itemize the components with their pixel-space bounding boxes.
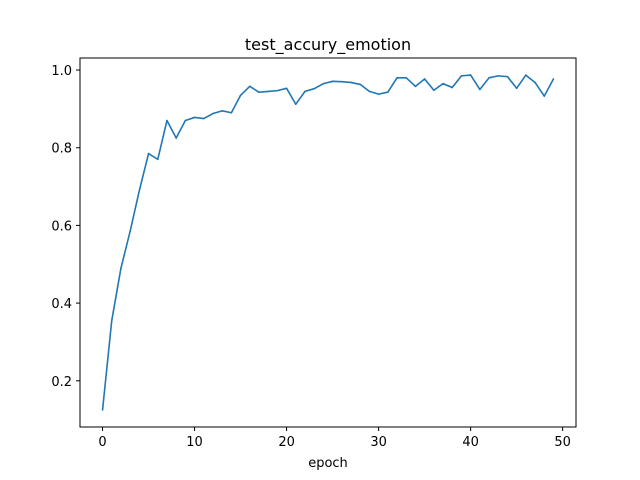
y-tick-label: 1.0	[51, 64, 72, 79]
y-tick-label: 0.4	[51, 297, 72, 312]
data-point	[469, 74, 472, 76]
data-point	[506, 75, 509, 78]
data-point	[359, 83, 362, 86]
x-tick-label: 40	[462, 435, 479, 450]
data-point	[193, 116, 196, 119]
data-point	[497, 75, 500, 77]
data-point	[451, 86, 454, 89]
y-tick-label: 0.2	[51, 375, 72, 390]
chart-title: test_accury_emotion	[245, 35, 411, 55]
series-line	[101, 74, 555, 410]
x-tick-label: 20	[278, 435, 295, 450]
data-point	[120, 267, 122, 269]
data-point	[543, 95, 546, 97]
data-point	[294, 103, 297, 106]
data-point	[304, 90, 306, 93]
data-point	[552, 78, 555, 80]
data-point	[479, 88, 481, 91]
data-point	[423, 78, 426, 80]
x-axis-label: epoch	[308, 456, 348, 471]
y-tick-label: 0.8	[51, 142, 72, 157]
x-tick-label: 30	[370, 435, 387, 450]
x-axis: 0 10 20 30 40 50	[98, 427, 571, 450]
data-point	[156, 158, 159, 161]
data-point	[460, 75, 463, 77]
data-point	[138, 189, 141, 192]
data-point	[276, 89, 279, 92]
data-point	[258, 91, 260, 93]
data-point	[488, 77, 490, 79]
data-point	[129, 230, 131, 233]
data-point	[414, 85, 417, 88]
series	[101, 74, 555, 411]
data-point	[239, 94, 242, 97]
data-point	[184, 119, 187, 122]
data-point	[313, 87, 315, 90]
data-point	[350, 81, 352, 84]
data-point	[331, 80, 334, 83]
data-point	[212, 112, 214, 115]
data-point	[147, 152, 150, 155]
plot-frame	[79, 57, 577, 428]
data-point	[442, 82, 444, 85]
x-tick-label: 10	[186, 435, 203, 450]
y-tick-label: 0.6	[51, 219, 72, 234]
data-point	[110, 319, 113, 322]
data-point	[387, 91, 389, 93]
data-point	[377, 93, 380, 95]
data-point	[166, 119, 168, 122]
data-point	[341, 80, 343, 83]
data-point	[248, 85, 251, 88]
data-point	[202, 117, 205, 120]
data-point	[405, 77, 408, 79]
data-point	[285, 87, 288, 90]
data-point	[368, 90, 371, 93]
data-point	[221, 110, 223, 112]
data-point	[230, 111, 233, 114]
data-point	[534, 81, 536, 84]
data-point	[515, 87, 518, 90]
data-point	[101, 409, 104, 411]
data-point	[525, 74, 527, 76]
data-point	[396, 77, 398, 79]
y-axis: 0.2 0.4 0.6 0.8 1.0	[51, 64, 80, 390]
x-tick-label: 50	[554, 435, 571, 450]
data-point	[433, 89, 435, 92]
data-point	[175, 137, 177, 139]
data-point	[322, 82, 325, 85]
data-point	[267, 90, 269, 93]
x-tick-label: 0	[98, 435, 106, 450]
